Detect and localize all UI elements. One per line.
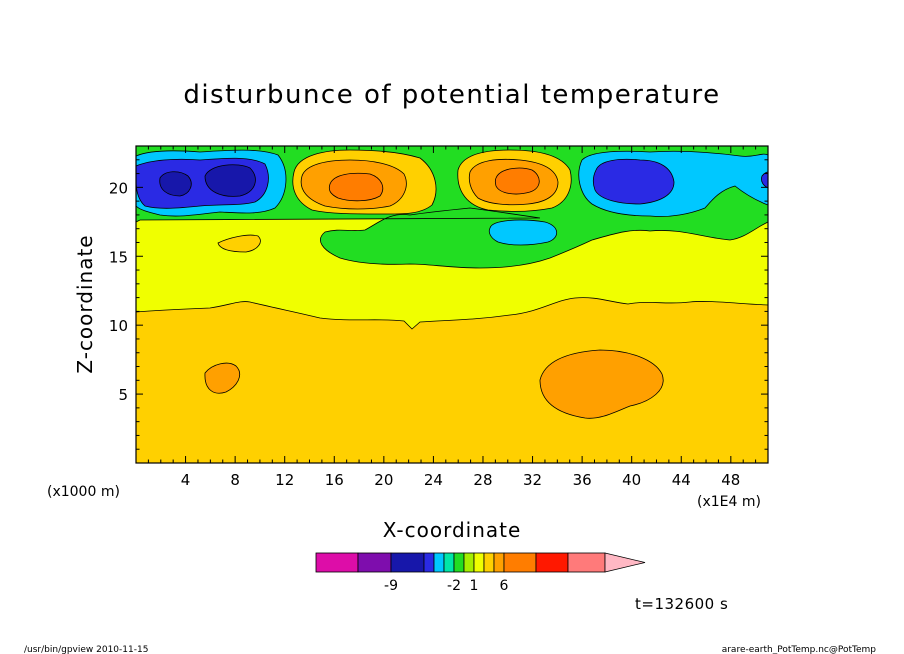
x-tick-label: 24 (424, 471, 443, 489)
x-tick-label: 8 (230, 471, 240, 489)
x-tick-label: 36 (573, 471, 592, 489)
x-tick-label: 20 (374, 471, 393, 489)
colorbar-tick-label: 6 (500, 578, 509, 594)
x-tick-label: 4 (181, 471, 191, 489)
region-darkblue-core-2 (204, 164, 256, 197)
colorbar-box (443, 552, 455, 573)
region-small-orange-left (217, 234, 261, 253)
footer-right: arare-earth_PotTemp.nc@PotTemp (722, 645, 877, 654)
colorbar-tick-label: 1 (470, 578, 479, 594)
x-tick-label: 32 (523, 471, 542, 489)
x-unit-right: (x1E4 m) (697, 494, 761, 510)
x-tick-label: 16 (325, 471, 344, 489)
colorbar-box (535, 552, 569, 573)
colorbar (315, 552, 646, 573)
colorbar-arrow (604, 552, 646, 573)
colorbar-box (503, 552, 537, 573)
colorbar-box (453, 552, 465, 573)
region-darkorange-left (328, 172, 384, 202)
colorbar-labels: -9 -2 1 6 (384, 578, 509, 594)
region-darkblue-core-1 (159, 171, 192, 197)
contour-field (136, 146, 768, 463)
colorbar-box (483, 552, 495, 573)
x-axis: 4 8 12 16 20 24 28 32 36 40 44 48 (135, 146, 769, 489)
colorbar-box (423, 552, 435, 573)
x-axis-label: X-coordinate (383, 518, 522, 542)
y-tick-label: 20 (109, 179, 128, 197)
footer-left: /usr/bin/gpview 2010-11-15 (24, 645, 148, 654)
region-orange-blob-left (204, 362, 240, 394)
region-blue-right (592, 158, 675, 205)
x-unit-left: (x1000 m) (47, 484, 120, 500)
colorbar-box (433, 552, 445, 573)
x-tick-label: 48 (721, 471, 740, 489)
colorbar-box (473, 552, 485, 573)
y-tick-label: 10 (109, 317, 128, 335)
colorbar-tick-label: -9 (384, 578, 398, 594)
chart-title: disturbunce of potential temperature (183, 80, 720, 110)
region-cyan-small (488, 219, 558, 246)
y-tick-label: 15 (109, 248, 128, 266)
x-tick-label: 40 (622, 471, 641, 489)
plot-frame (135, 145, 769, 464)
colorbar-box (315, 552, 359, 573)
x-tick-label: 12 (275, 471, 294, 489)
x-tick-label: 44 (672, 471, 691, 489)
x-tick-label: 28 (473, 471, 492, 489)
time-label: t=132600 s (635, 595, 728, 613)
colorbar-box (463, 552, 475, 573)
colorbar-box (493, 552, 505, 573)
y-axis-label: Z-coordinate (73, 234, 97, 373)
region-orange-blob-right (539, 349, 664, 419)
colorbar-tick-label: -2 (447, 578, 461, 594)
y-tick-label: 5 (118, 386, 128, 404)
colorbar-box (567, 552, 606, 573)
y-axis: 5 10 15 20 (109, 145, 768, 464)
colorbar-box (390, 552, 425, 573)
colorbar-box (357, 552, 392, 573)
region-darkorange-right (494, 167, 540, 195)
